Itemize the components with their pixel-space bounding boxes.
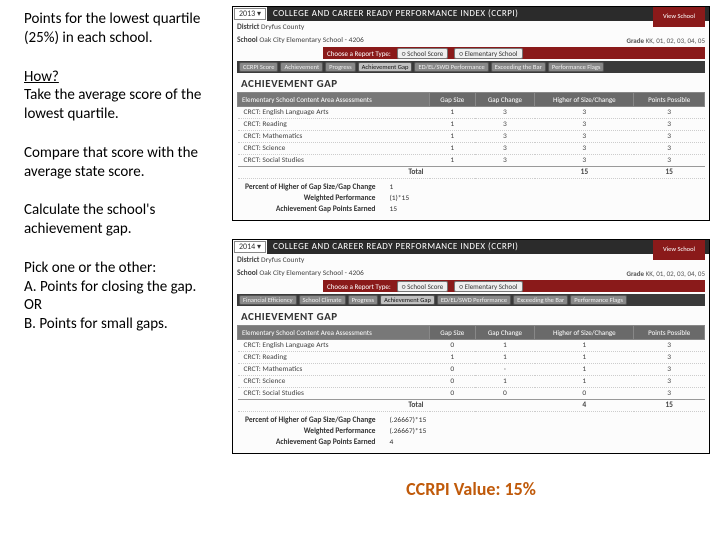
table-row: CRCT: Science0113: [238, 376, 705, 388]
tab-bar: Financial EfficiencySchool ClimateProgre…: [237, 294, 705, 306]
choose-report-bar: Choose a Report Type: ○ School Score ○ El…: [323, 47, 705, 59]
report-type-option[interactable]: ○ School Score: [397, 48, 449, 59]
panel-title: College and Career Ready Performance Ind…: [267, 7, 709, 21]
panel-tab[interactable]: Achievement: [280, 62, 323, 72]
how-heading: How?: [24, 68, 59, 86]
panel-title: College and Career Ready Performance Ind…: [267, 240, 709, 254]
panel-tab[interactable]: Financial Efficiency: [239, 295, 297, 305]
section-title: Achievement Gap: [233, 75, 709, 92]
panel-tab[interactable]: Exceeding the Bar: [513, 295, 568, 305]
table-row: CRCT: Science1333: [238, 143, 705, 155]
view-school-button[interactable]: View School: [653, 7, 705, 27]
district-label: District Dryfus County: [237, 256, 304, 265]
table-header: Gap Change: [475, 326, 535, 340]
report-type-option[interactable]: ○ Elementary School: [454, 48, 522, 59]
summary-table: Percent of Higher of Gap Size/Gap Change…: [237, 414, 447, 449]
tab-bar: CCRPI ScoreAchievementProgressAchievemen…: [237, 61, 705, 73]
panel-tab[interactable]: Achievement Gap: [380, 295, 435, 305]
table-row: CRCT: Mathematics1333: [238, 131, 705, 143]
table-header: Gap Size: [430, 326, 476, 340]
summary-table: Percent of Higher of Gap Size/Gap Change…: [237, 181, 447, 216]
ccrpi-panel-2013: 2013 ▾ College and Career Ready Performa…: [232, 6, 710, 221]
table-row: CRCT: Social Studies1333: [238, 155, 705, 167]
table-header: Gap Size: [430, 93, 476, 107]
para-how-detail: Take the average score of the lowest qua…: [24, 86, 201, 123]
section-title: Achievement Gap: [233, 308, 709, 325]
gap-table: Elementary School Content Area Assessmen…: [237, 92, 705, 179]
grade-codes: Grade KK, 01, 02, 03, 04, 05: [626, 36, 705, 45]
choose-label: Choose a Report Type:: [327, 49, 391, 58]
left-text-column: Points for the lowest quartile (25%) in …: [0, 0, 228, 540]
panel-tab[interactable]: Progress: [348, 295, 379, 305]
para-calculate: Calculate the school's achievement gap.: [24, 201, 216, 239]
panel-tab[interactable]: Achievement Gap: [358, 62, 413, 72]
report-type-option[interactable]: ○ Elementary School: [454, 281, 522, 292]
report-type-option[interactable]: ○ School Score: [397, 281, 449, 292]
para-points-lowest: Points for the lowest quartile (25%) in …: [24, 10, 216, 48]
district-label: District Dryfus County: [237, 23, 304, 32]
table-row: CRCT: Reading1113: [238, 352, 705, 364]
table-row: CRCT: Reading1333: [238, 119, 705, 131]
table-header: Points Possible: [634, 326, 705, 340]
panel-tab[interactable]: ED/EL/SWD Performance: [437, 295, 511, 305]
table-header: Gap Change: [475, 93, 535, 107]
table-row: CRCT: English Language Arts1333: [238, 107, 705, 119]
ccrpi-panel-2014: 2014 ▾ College and Career Ready Performa…: [232, 239, 710, 454]
how-block: How? Take the average score of the lowes…: [24, 68, 216, 124]
panel-tab[interactable]: School Climate: [299, 295, 346, 305]
school-label: School Oak City Elementary School - 4206: [237, 36, 364, 45]
table-header: Elementary School Content Area Assessmen…: [238, 93, 430, 107]
grade-codes: Grade KK, 01, 02, 03, 04, 05: [626, 269, 705, 278]
year-selector[interactable]: 2013 ▾: [234, 8, 266, 20]
view-school-button[interactable]: View School: [653, 240, 705, 260]
choose-report-bar: Choose a Report Type: ○ School Score ○ El…: [323, 280, 705, 292]
panel-tab[interactable]: ED/EL/SWD Performance: [414, 62, 488, 72]
panel-tab[interactable]: CCRPI Score: [239, 62, 278, 72]
table-total-row: Total1515: [238, 167, 705, 179]
table-header: Higher of Size/Change: [535, 93, 634, 107]
school-label: School Oak City Elementary School - 4206: [237, 269, 364, 278]
para-pick-one: Pick one or the other: A. Points for clo…: [24, 259, 216, 334]
table-row: CRCT: Mathematics0·13: [238, 364, 705, 376]
table-header: Points Possible: [634, 93, 705, 107]
para-compare: Compare that score with the average stat…: [24, 144, 216, 182]
choose-label: Choose a Report Type:: [327, 282, 391, 291]
panel-tab[interactable]: Progress: [325, 62, 356, 72]
table-total-row: Total415: [238, 400, 705, 412]
table-header: Elementary School Content Area Assessmen…: [238, 326, 430, 340]
panel-tab[interactable]: Performance Flags: [570, 295, 627, 305]
panel-tab[interactable]: Performance Flags: [548, 62, 605, 72]
ccrpi-value-label: CCRPI Value: 15%: [232, 478, 710, 500]
table-header: Higher of Size/Change: [535, 326, 634, 340]
table-row: CRCT: English Language Arts0113: [238, 340, 705, 352]
year-selector[interactable]: 2014 ▾: [234, 241, 266, 253]
panel-tab[interactable]: Exceeding the Bar: [491, 62, 546, 72]
table-row: CRCT: Social Studies0003: [238, 388, 705, 400]
right-screenshot-column: 2013 ▾ College and Career Ready Performa…: [228, 0, 720, 540]
gap-table: Elementary School Content Area Assessmen…: [237, 325, 705, 412]
